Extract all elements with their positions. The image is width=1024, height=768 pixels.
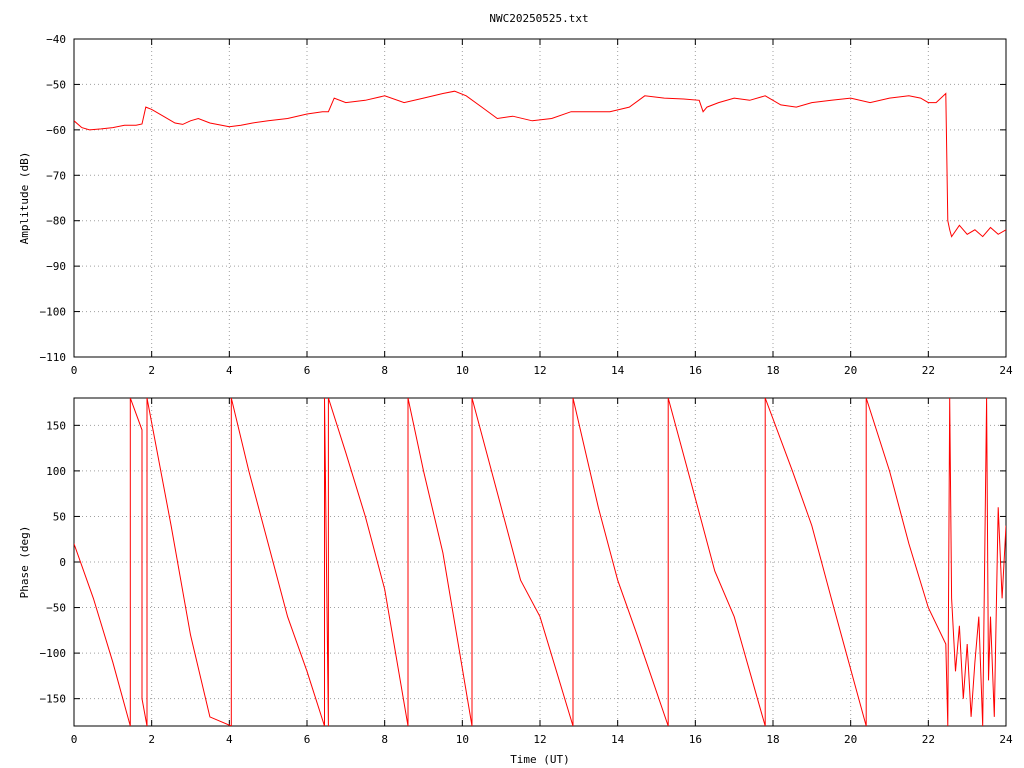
phase-x-tick-label: 22 <box>922 733 935 746</box>
amplitude-x-tick-label: 8 <box>381 364 388 377</box>
amplitude-x-tick-label: 4 <box>226 364 233 377</box>
amplitude-y-tick-label: −110 <box>40 351 67 364</box>
phase-series-line <box>74 398 1006 726</box>
amplitude-y-tick-label: −90 <box>46 260 66 273</box>
phase-x-tick-label: 18 <box>766 733 779 746</box>
phase-y-tick-label: 100 <box>46 465 66 478</box>
phase-y-axis-label: Phase (deg) <box>18 526 31 599</box>
amplitude-x-tick-label: 22 <box>922 364 935 377</box>
amplitude-y-tick-label: −80 <box>46 215 66 228</box>
amplitude-y-tick-label: −70 <box>46 169 66 182</box>
phase-x-axis-label: Time (UT) <box>510 753 570 766</box>
amplitude-x-tick-label: 16 <box>689 364 702 377</box>
amplitude-series-line <box>74 90 1006 238</box>
amplitude-x-tick-label: 2 <box>148 364 155 377</box>
phase-y-tick-label: 0 <box>59 556 66 569</box>
amplitude-x-tick-label: 12 <box>533 364 546 377</box>
phase-y-tick-label: 150 <box>46 419 66 432</box>
phase-y-tick-label: −50 <box>46 602 66 615</box>
amplitude-x-tick-label: 18 <box>766 364 779 377</box>
amplitude-x-tick-label: 24 <box>999 364 1013 377</box>
chart-title: NWC20250525.txt <box>489 12 588 25</box>
amplitude-x-tick-label: 20 <box>844 364 857 377</box>
amplitude-panel: 0 2 4 6 8 10 12 14 16 18 20 22 24−40−50−60−70−80−90−… <box>18 33 1013 377</box>
phase-x-tick-label: 8 <box>381 733 388 746</box>
phase-y-tick-label: −100 <box>40 647 67 660</box>
amplitude-y-tick-label: −50 <box>46 78 66 91</box>
amplitude-y-axis-label: Amplitude (dB) <box>18 152 31 245</box>
phase-x-tick-label: 2 <box>148 733 155 746</box>
phase-x-tick-label: 4 <box>226 733 233 746</box>
amplitude-x-tick-label: 14 <box>611 364 625 377</box>
phase-x-tick-label: 10 <box>456 733 469 746</box>
phase-y-tick-label: 50 <box>53 510 66 523</box>
phase-y-tick-label: −150 <box>40 693 67 706</box>
phase-x-tick-label: 12 <box>533 733 546 746</box>
phase-x-tick-label: 16 <box>689 733 702 746</box>
phase-x-tick-label: 0 <box>71 733 78 746</box>
phase-x-tick-label: 20 <box>844 733 857 746</box>
amplitude-x-tick-label: 6 <box>304 364 311 377</box>
phase-x-tick-label: 14 <box>611 733 625 746</box>
amplitude-y-tick-label: −60 <box>46 124 66 137</box>
amplitude-x-tick-label: 0 <box>71 364 78 377</box>
phase-x-tick-label: 6 <box>304 733 311 746</box>
amplitude-y-tick-label: −40 <box>46 33 66 46</box>
amplitude-y-tick-label: −100 <box>40 306 67 319</box>
phase-panel: 0 2 4 6 8 10 12 14 16 18 20 22 24150100500−50−100−15… <box>18 397 1013 766</box>
amplitude-x-tick-label: 10 <box>456 364 469 377</box>
phase-x-tick-label: 24 <box>999 733 1013 746</box>
